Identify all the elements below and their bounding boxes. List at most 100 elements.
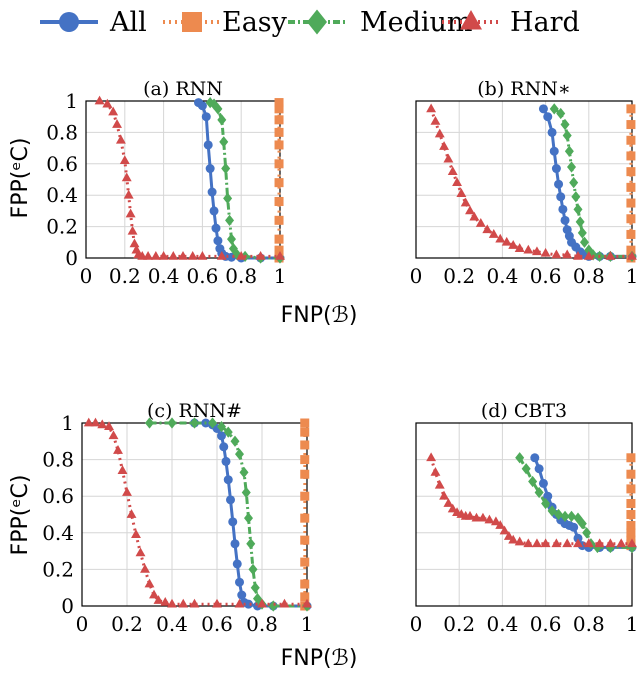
data-point-hard bbox=[149, 589, 159, 599]
data-point-easy bbox=[300, 535, 310, 545]
data-point-hard bbox=[523, 538, 534, 548]
data-point-hard bbox=[573, 538, 583, 548]
legend-item-all: All bbox=[40, 7, 147, 38]
data-point-all bbox=[232, 559, 242, 569]
legend-item-easy: Easy bbox=[163, 7, 288, 38]
data-point-hard bbox=[443, 153, 454, 163]
data-point-easy bbox=[300, 557, 310, 567]
data-point-hard bbox=[216, 251, 227, 260]
data-point-easy bbox=[626, 167, 636, 177]
data-point-hard bbox=[112, 119, 122, 128]
data-point-medium bbox=[244, 512, 253, 524]
x-tick-label: 0.6 bbox=[530, 612, 562, 636]
x-tick-label: 0.4 bbox=[486, 612, 518, 636]
data-point-hard bbox=[573, 251, 583, 260]
data-point-medium bbox=[582, 527, 592, 539]
data-point-medium bbox=[248, 563, 258, 576]
data-point-hard bbox=[540, 247, 551, 257]
data-point-easy bbox=[626, 198, 636, 208]
data-point-medium bbox=[573, 203, 583, 215]
data-point-hard bbox=[443, 498, 454, 507]
x-tick-label: 1 bbox=[626, 264, 639, 288]
data-point-hard bbox=[471, 512, 482, 522]
y-tick-label: 0.4 bbox=[42, 521, 74, 545]
data-point-hard bbox=[94, 95, 105, 105]
data-point-hard bbox=[126, 509, 137, 518]
data-point-medium bbox=[227, 233, 236, 245]
data-point-easy bbox=[300, 418, 310, 428]
plot-frame bbox=[415, 422, 633, 607]
y-tick-label: 0.4 bbox=[46, 183, 78, 207]
data-point-hard bbox=[484, 514, 495, 524]
data-point-all bbox=[226, 495, 235, 505]
x-tick-label: 0.6 bbox=[201, 612, 233, 636]
legend-label: Easy bbox=[222, 7, 288, 38]
data-point-medium bbox=[235, 448, 244, 460]
data-point-easy bbox=[300, 427, 310, 437]
data-point-all bbox=[560, 215, 570, 225]
x-tick-label: 0.4 bbox=[156, 612, 188, 636]
x-tick-label: 0.4 bbox=[486, 264, 518, 288]
x-tick-label: 0.6 bbox=[530, 264, 562, 288]
data-point-hard bbox=[123, 189, 134, 199]
panel-b: (b) RNN∗ 0 0.2 0.4 0.6 0.8 1 bbox=[410, 78, 639, 288]
data-point-hard bbox=[456, 188, 467, 198]
x-tick-label: 0.2 bbox=[443, 612, 475, 636]
data-point-hard bbox=[140, 564, 150, 573]
x-tick-label: 0.8 bbox=[225, 264, 257, 288]
data-point-hard bbox=[119, 155, 130, 165]
data-point-hard bbox=[583, 538, 594, 548]
data-point-hard bbox=[583, 251, 594, 260]
data-point-medium bbox=[225, 214, 235, 226]
data-point-all bbox=[213, 236, 223, 246]
circle-marker-icon bbox=[59, 12, 79, 32]
triangle-marker-icon bbox=[460, 10, 482, 30]
series-line-all bbox=[194, 421, 307, 608]
y-tick-label: 1 bbox=[61, 411, 74, 435]
data-point-medium bbox=[167, 417, 177, 429]
data-point-all bbox=[554, 179, 564, 189]
data-point-medium bbox=[528, 475, 538, 488]
data-point-hard bbox=[439, 141, 450, 150]
data-point-hard bbox=[434, 479, 445, 489]
data-point-medium bbox=[213, 103, 223, 115]
series-group bbox=[426, 452, 637, 554]
data-point-hard bbox=[153, 595, 164, 604]
data-point-all bbox=[205, 164, 215, 174]
series-line-hard bbox=[429, 108, 632, 258]
y-tick-label: 0.6 bbox=[42, 484, 74, 508]
data-point-easy bbox=[626, 520, 636, 530]
data-point-hard bbox=[90, 417, 101, 427]
x-tick-label: 0.8 bbox=[573, 612, 605, 636]
data-point-hard bbox=[178, 251, 188, 260]
data-point-easy bbox=[626, 229, 636, 239]
data-point-medium bbox=[560, 510, 570, 522]
data-point-all bbox=[530, 453, 540, 463]
data-point-easy bbox=[274, 140, 284, 150]
legend-label: Hard bbox=[510, 7, 580, 38]
data-point-medium bbox=[541, 497, 551, 510]
data-point-hard bbox=[168, 251, 179, 260]
panel-c: (c) RNN# 0 0.2 0.4 0.6 0.8 1 0 0.2 0.4 0.6 0.8 1 bbox=[42, 400, 313, 636]
data-point-all bbox=[228, 517, 238, 527]
data-point-hard bbox=[482, 224, 493, 234]
data-point-hard bbox=[108, 106, 119, 116]
series-group bbox=[426, 103, 637, 263]
y-tick-label: 0.8 bbox=[46, 120, 78, 144]
data-point-hard bbox=[257, 598, 267, 608]
legend-label: Medium bbox=[360, 7, 473, 38]
data-point-hard bbox=[627, 251, 637, 260]
data-point-hard bbox=[236, 251, 247, 260]
data-point-all bbox=[219, 442, 229, 452]
y-tick-label: 0.6 bbox=[46, 152, 78, 176]
data-point-hard bbox=[475, 218, 486, 227]
data-point-medium bbox=[547, 505, 557, 517]
series-group bbox=[94, 95, 285, 264]
data-point-easy bbox=[626, 120, 636, 130]
data-point-hard bbox=[523, 244, 534, 254]
data-point-medium bbox=[534, 486, 544, 499]
series-line-hard bbox=[429, 457, 632, 546]
legend: All Easy Medium Hard bbox=[40, 7, 580, 38]
x-tick-label: 1 bbox=[301, 612, 314, 636]
